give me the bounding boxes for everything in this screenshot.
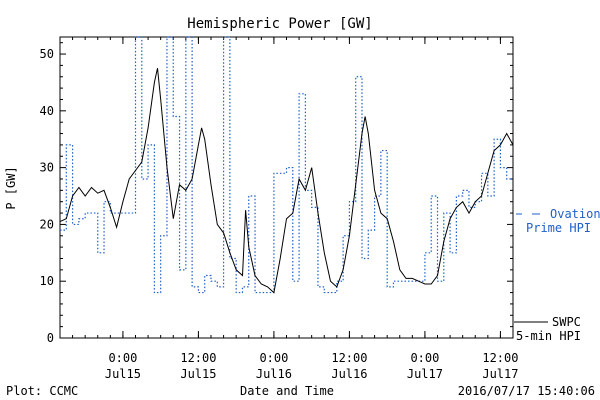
plot-frame — [59, 36, 514, 339]
x-tick-label-date: Jul16 — [256, 367, 292, 381]
series-swpc-5min-hpi — [59, 68, 514, 294]
y-tick-label: 20 — [40, 217, 54, 231]
plot-border — [59, 36, 514, 339]
chart-title: Hemispheric Power [GW] — [187, 16, 372, 32]
legend-swpc-line2: 5-min HPI — [516, 329, 581, 343]
x-tick-label-date: Jul16 — [331, 367, 367, 381]
y-tick-label: 40 — [40, 104, 54, 118]
footer-x-axis-label: Date and Time — [240, 384, 334, 398]
y-tick-label: 50 — [40, 47, 54, 61]
x-tick-label-time: 0:00 — [259, 351, 288, 365]
legend: Ovation Prime HPI SWPC 5-min HPI — [514, 207, 600, 343]
footer-timestamp: 2016/07/17 15:40:06 — [458, 384, 595, 398]
x-tick-label-date: Jul15 — [105, 367, 141, 381]
x-tick-label-time: 12:00 — [482, 351, 518, 365]
x-tick-label-date: Jul17 — [407, 367, 443, 381]
footer-plot-credit: Plot: CCMC — [6, 384, 78, 398]
x-tick-label-time: 12:00 — [180, 351, 216, 365]
y-axis-label-group: P [GW] — [4, 166, 18, 209]
y-tick-label: 30 — [40, 161, 54, 175]
series-ovation-prime-hpi — [60, 36, 513, 294]
x-tick-label-time: 0:00 — [410, 351, 439, 365]
y-axis-label: P [GW] — [4, 166, 18, 209]
y-tick-label: 0 — [47, 331, 54, 345]
swpc-5min-hpi-line — [59, 68, 514, 294]
legend-ovation-line1: Ovation — [550, 207, 600, 221]
x-tick-label-date: Jul17 — [482, 367, 518, 381]
y-ticks: 0 10 20 30 40 50 — [40, 42, 513, 345]
x-tick-label-date: Jul15 — [180, 367, 216, 381]
y-tick-label: 10 — [40, 274, 54, 288]
x-tick-label-time: 12:00 — [331, 351, 367, 365]
ovation-prime-hpi-line — [60, 36, 513, 294]
legend-ovation-line2: Prime HPI — [526, 221, 591, 235]
legend-swpc-line1: SWPC — [552, 315, 581, 329]
x-ticks: 0:00 Jul15 12:00 Jul15 0:00 Jul16 12:00 Jul16 0:… — [59, 37, 518, 381]
x-tick-label-time: 0:00 — [108, 351, 137, 365]
